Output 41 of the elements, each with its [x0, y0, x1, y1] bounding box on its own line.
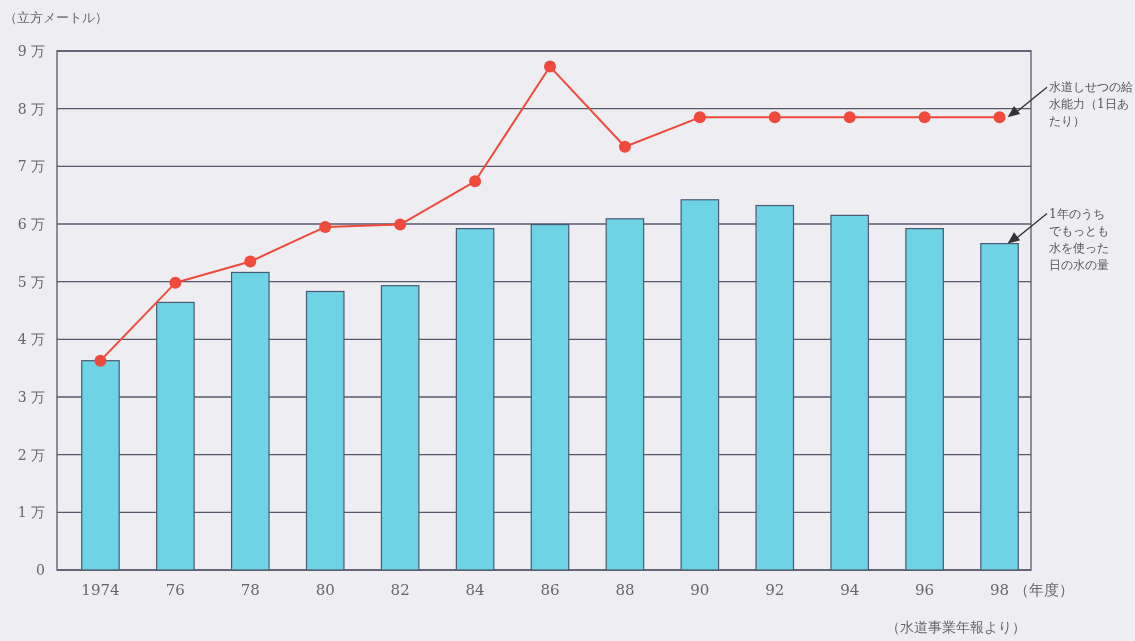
- point: [94, 354, 107, 367]
- point: [993, 111, 1006, 124]
- x-tick-label: 88: [615, 581, 635, 599]
- y-tick-label: 3 万: [17, 389, 45, 405]
- x-tick-label: 94: [840, 581, 860, 599]
- x-tick-label: 78: [240, 581, 260, 599]
- point: [244, 255, 257, 268]
- y-tick-label: 7 万: [17, 158, 45, 175]
- text: 1年のうちでもっとも水を使った日の水の量: [1049, 205, 1110, 274]
- y-tick-label: 2 万: [17, 446, 45, 463]
- x-tick-label: 96: [915, 581, 935, 599]
- x-axis-title: （年度）: [1013, 581, 1074, 599]
- point: [843, 111, 856, 124]
- y-tick-label: 5 万: [17, 273, 45, 290]
- point: [618, 140, 631, 153]
- x-tick-label: 80: [315, 581, 335, 599]
- y-tick-label: 6 万: [17, 216, 45, 232]
- y-axis-title: （立方メートル）: [4, 10, 108, 25]
- x-tick-label: 92: [765, 581, 785, 599]
- x-tick-label: 98: [989, 581, 1010, 599]
- x-tick-label: 84: [465, 581, 485, 599]
- x-tick-label: 82: [390, 581, 410, 599]
- point: [918, 111, 931, 124]
- y-tick-label: 8 万: [17, 100, 45, 117]
- y-tick-label: 0: [36, 562, 45, 578]
- point: [469, 175, 482, 188]
- y-tick-label: 9 万: [17, 43, 45, 59]
- y-tick-label: 1 万: [17, 504, 45, 521]
- text: （水道事業年報より）: [886, 619, 1026, 635]
- point: [544, 60, 556, 73]
- x-tick-label: 86: [540, 581, 560, 599]
- text: 水道しせつの給水能力（1日あたり）: [1049, 79, 1133, 131]
- point: [169, 276, 182, 289]
- point: [768, 111, 781, 124]
- point: [394, 218, 407, 231]
- x-tick-label: 1974: [81, 581, 120, 599]
- x-tick-label: 76: [165, 581, 185, 599]
- x-tick-label: 90: [690, 581, 710, 599]
- point: [693, 111, 706, 124]
- y-tick-label: 4 万: [17, 331, 45, 348]
- point: [319, 220, 332, 233]
